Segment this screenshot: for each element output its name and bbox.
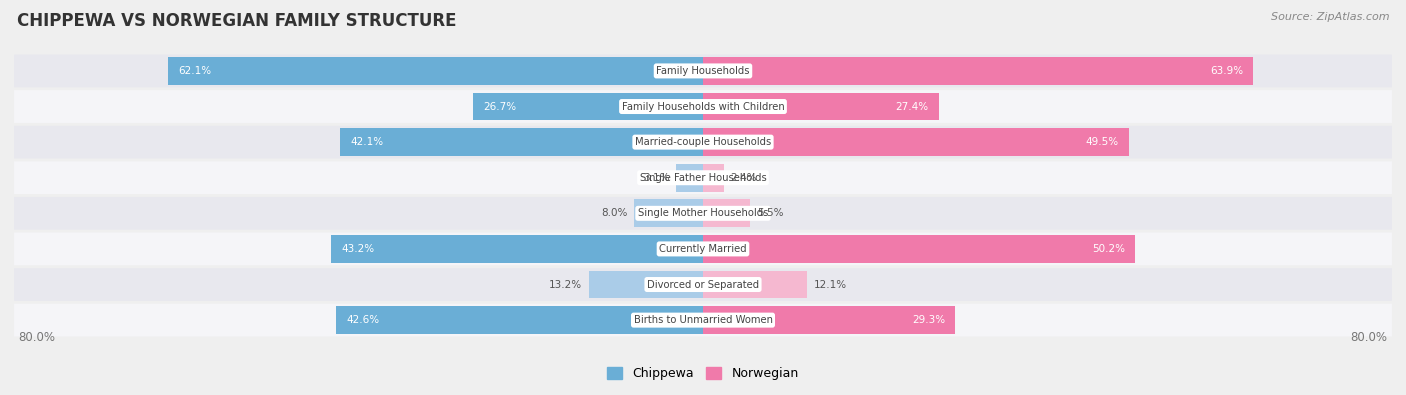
Text: Births to Unmarried Women: Births to Unmarried Women (634, 315, 772, 325)
Text: 29.3%: 29.3% (912, 315, 945, 325)
Text: Family Households with Children: Family Households with Children (621, 102, 785, 111)
Bar (703, 235, 1135, 263)
Bar (169, 57, 703, 85)
Bar (336, 306, 703, 334)
FancyBboxPatch shape (14, 233, 1392, 265)
Text: 8.0%: 8.0% (600, 208, 627, 218)
Text: 80.0%: 80.0% (18, 331, 55, 344)
Text: Divorced or Separated: Divorced or Separated (647, 280, 759, 290)
Text: 42.1%: 42.1% (350, 137, 384, 147)
Bar (703, 128, 1129, 156)
Bar (472, 93, 703, 120)
Text: 43.2%: 43.2% (342, 244, 374, 254)
Text: Single Father Households: Single Father Households (640, 173, 766, 183)
Text: 2.4%: 2.4% (731, 173, 756, 183)
Text: Currently Married: Currently Married (659, 244, 747, 254)
FancyBboxPatch shape (14, 268, 1392, 301)
Bar (703, 57, 1253, 85)
Text: Married-couple Households: Married-couple Households (636, 137, 770, 147)
Bar (634, 199, 703, 227)
Text: 3.1%: 3.1% (643, 173, 669, 183)
Text: 42.6%: 42.6% (346, 315, 380, 325)
Bar (703, 164, 724, 192)
FancyBboxPatch shape (14, 90, 1392, 123)
Text: 12.1%: 12.1% (814, 280, 848, 290)
Bar (340, 128, 703, 156)
Text: 50.2%: 50.2% (1092, 244, 1125, 254)
Text: Single Mother Households: Single Mother Households (638, 208, 768, 218)
Legend: Chippewa, Norwegian: Chippewa, Norwegian (602, 362, 804, 386)
Text: 49.5%: 49.5% (1085, 137, 1119, 147)
Text: 13.2%: 13.2% (550, 280, 582, 290)
Bar (703, 271, 807, 298)
Bar (703, 93, 939, 120)
Text: 63.9%: 63.9% (1209, 66, 1243, 76)
Text: 62.1%: 62.1% (179, 66, 212, 76)
Bar (676, 164, 703, 192)
Text: 80.0%: 80.0% (1351, 331, 1388, 344)
Text: 5.5%: 5.5% (758, 208, 783, 218)
Bar (703, 306, 955, 334)
FancyBboxPatch shape (14, 197, 1392, 230)
Bar (703, 199, 751, 227)
Text: 27.4%: 27.4% (896, 102, 928, 111)
FancyBboxPatch shape (14, 55, 1392, 87)
Text: Source: ZipAtlas.com: Source: ZipAtlas.com (1271, 12, 1389, 22)
Text: CHIPPEWA VS NORWEGIAN FAMILY STRUCTURE: CHIPPEWA VS NORWEGIAN FAMILY STRUCTURE (17, 12, 457, 30)
FancyBboxPatch shape (14, 126, 1392, 158)
FancyBboxPatch shape (14, 304, 1392, 337)
Text: Family Households: Family Households (657, 66, 749, 76)
Text: 26.7%: 26.7% (484, 102, 516, 111)
FancyBboxPatch shape (14, 161, 1392, 194)
Bar (589, 271, 703, 298)
Bar (330, 235, 703, 263)
